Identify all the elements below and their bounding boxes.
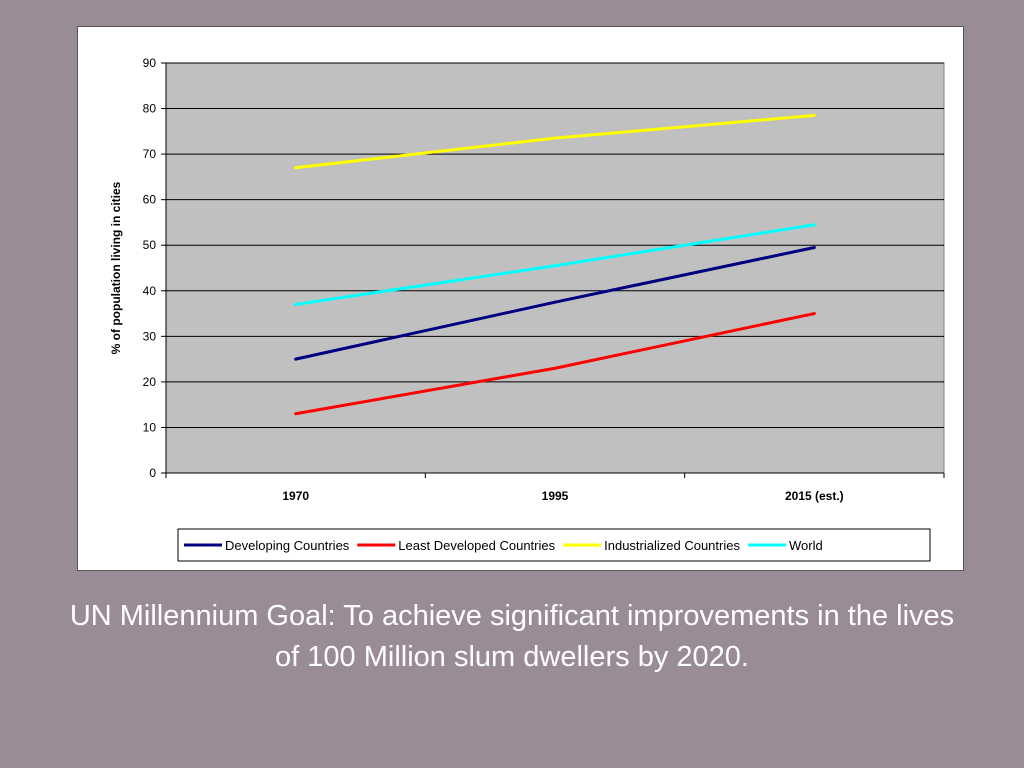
- x-tick-label: 1970: [282, 489, 309, 503]
- x-tick-label: 2015 (est.): [785, 489, 844, 503]
- legend-label: Developing Countries: [225, 538, 350, 553]
- y-tick-label: 20: [143, 375, 157, 389]
- legend-label: World: [789, 538, 823, 553]
- y-tick-label: 70: [143, 147, 157, 161]
- data-point: [294, 302, 298, 306]
- y-tick-label: 40: [143, 284, 157, 298]
- data-point: [553, 300, 557, 304]
- data-point: [294, 357, 298, 361]
- y-tick-label: 60: [143, 193, 157, 207]
- data-point: [812, 223, 816, 227]
- legend-box: [177, 528, 931, 562]
- legend-item: Industrialized Countries: [563, 538, 740, 553]
- data-point: [812, 113, 816, 117]
- y-axis-label: % of population living in cities: [109, 181, 123, 354]
- y-tick-label: 80: [143, 102, 157, 116]
- data-point: [294, 166, 298, 170]
- chart-frame: 0 10 20 30 40 50 60 70 80 90 1970 1995 2015 (est.) % …: [77, 26, 964, 571]
- data-point: [553, 264, 557, 268]
- legend-item: Developing Countries: [184, 538, 350, 553]
- y-tick-label: 50: [143, 238, 157, 252]
- legend-label: Industrialized Countries: [604, 538, 740, 553]
- x-tick-label: 1995: [542, 489, 569, 503]
- y-tick-label: 0: [149, 466, 156, 480]
- legend: Developing Countries Least Developed Coun…: [177, 528, 931, 562]
- data-point: [553, 366, 557, 370]
- legend-item: Least Developed Countries: [357, 538, 556, 553]
- slide-caption: UN Millennium Goal: To achieve significa…: [69, 600, 955, 673]
- legend-label: Least Developed Countries: [398, 538, 555, 553]
- data-point: [294, 412, 298, 416]
- plot-area: [165, 62, 945, 474]
- y-tick-label: 30: [143, 329, 157, 343]
- data-point: [812, 246, 816, 249]
- legend-item: World: [747, 538, 823, 553]
- y-tick-label: 90: [143, 56, 157, 70]
- data-point: [553, 136, 557, 140]
- line-chart: 0 10 20 30 40 50 60 70 80 90 1970 1995 2015 (est.) % …: [109, 56, 945, 562]
- data-point: [812, 312, 816, 316]
- y-tick-label: 10: [143, 420, 157, 434]
